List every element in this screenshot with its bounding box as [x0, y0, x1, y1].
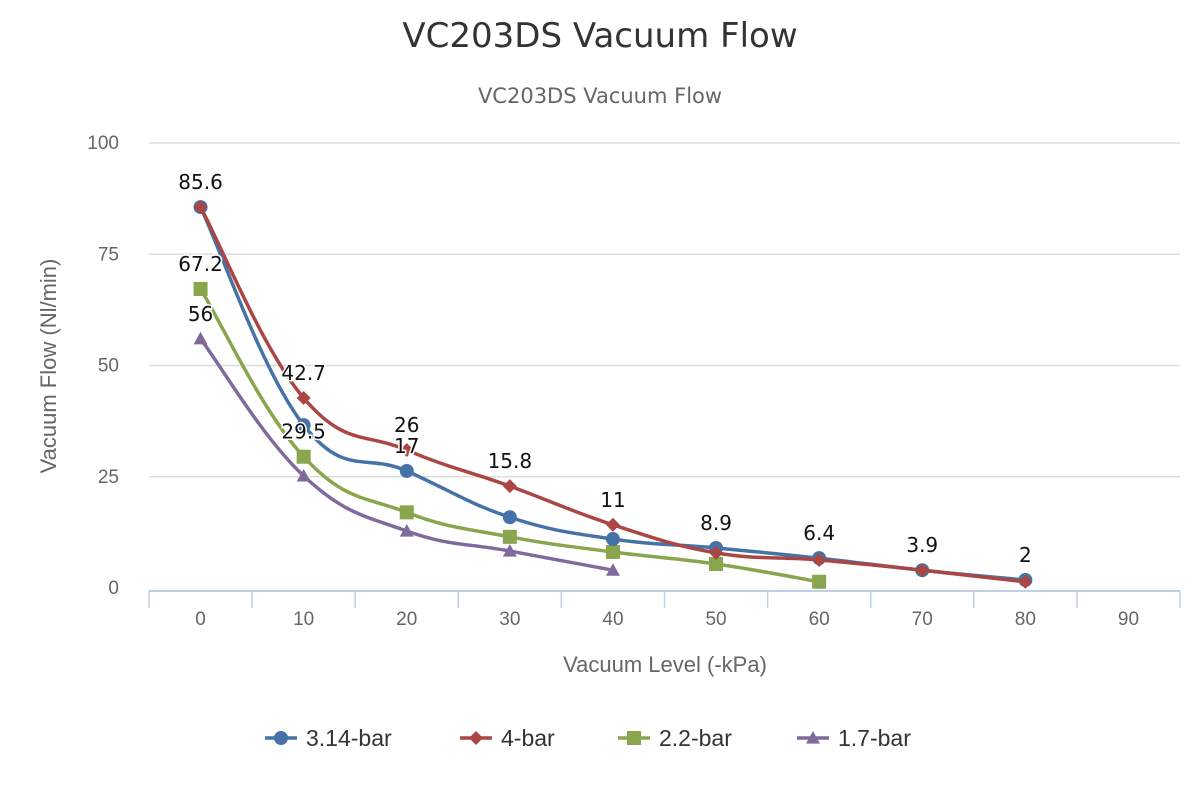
data-point — [193, 281, 208, 296]
x-tick-label: 50 — [705, 609, 726, 630]
data-point — [1018, 574, 1033, 589]
x-tick-label: 70 — [912, 609, 933, 630]
y-tick-label: 50 — [98, 356, 119, 377]
series-line — [199, 337, 614, 572]
data-point — [709, 556, 724, 571]
data-point — [296, 418, 311, 433]
gridlines — [149, 142, 1180, 478]
x-tick-label: 80 — [1015, 609, 1036, 630]
data-point — [296, 468, 311, 482]
y-tick-label: 0 — [108, 578, 119, 599]
data-point — [296, 449, 311, 464]
data-point — [502, 479, 517, 494]
data-label: 3.9 — [906, 533, 938, 557]
legend-marker — [806, 731, 820, 744]
x-tick-label: 40 — [602, 609, 623, 630]
data-label: 11 — [600, 488, 625, 512]
x-tick-label: 30 — [499, 609, 520, 630]
series-group — [193, 200, 1033, 589]
y-tick-label: 100 — [87, 133, 119, 154]
series-2.2-bar — [193, 281, 827, 589]
data-point — [605, 563, 620, 576]
data-point — [399, 443, 414, 458]
data-label: 6.4 — [803, 521, 835, 545]
data-label: 8.9 — [700, 511, 732, 535]
data-label: 67.2 — [178, 252, 223, 276]
data-label: 85.6 — [178, 170, 223, 194]
data-point — [502, 529, 517, 544]
x-tick-label: 10 — [293, 609, 314, 630]
chart-title: VC203DS Vacuum Flow — [402, 16, 797, 56]
y-tick-label: 25 — [98, 467, 119, 488]
data-label: 15.8 — [488, 449, 533, 473]
y-axis-label: Vacuum Flow (Nl/min) — [36, 259, 61, 474]
legend: 3.14-bar 4-bar 2.2-bar 1.7-bar — [265, 725, 911, 751]
data-point — [915, 563, 930, 578]
data-point — [605, 517, 620, 532]
data-point — [605, 544, 620, 559]
legend-item-2.2-bar[interactable]: 2.2-bar — [618, 725, 732, 751]
legend-label: 3.14-bar — [306, 725, 392, 751]
x-axis: 0 10 20 30 40 50 60 70 80 90 — [148, 590, 1181, 630]
series-4-bar — [193, 200, 1033, 589]
y-axis-ticks: 0 25 50 75 100 — [87, 133, 119, 599]
data-point — [502, 510, 517, 525]
data-point — [812, 574, 827, 589]
y-tick-label: 75 — [98, 244, 119, 265]
data-point — [193, 200, 208, 215]
legend-label: 4-bar — [501, 725, 555, 751]
chart-subtitle: VC203DS Vacuum Flow — [478, 84, 722, 108]
series-1.7-bar — [193, 331, 620, 576]
legend-item-1.7-bar[interactable]: 1.7-bar — [797, 725, 911, 751]
data-label: 42.7 — [281, 361, 326, 385]
data-point — [399, 524, 414, 537]
data-label: 2 — [1019, 543, 1032, 567]
data-point — [709, 545, 724, 560]
legend-item-3.14-bar[interactable]: 3.14-bar — [265, 725, 392, 751]
data-point — [399, 505, 414, 520]
legend-marker — [274, 731, 288, 745]
legend-label: 1.7-bar — [838, 725, 911, 751]
x-tick-label: 20 — [396, 609, 417, 630]
x-tick-label: 0 — [195, 609, 206, 630]
legend-marker — [469, 731, 483, 745]
legend-item-4-bar[interactable]: 4-bar — [460, 725, 555, 751]
x-tick-label: 90 — [1118, 609, 1139, 630]
x-tick-label: 60 — [809, 609, 830, 630]
data-point — [812, 552, 827, 567]
x-axis-label: Vacuum Level (-kPa) — [563, 652, 767, 677]
data-point — [605, 532, 620, 547]
data-point — [193, 331, 208, 345]
data-label: 56 — [188, 302, 213, 326]
data-label: 17 — [394, 434, 419, 458]
legend-label: 2.2-bar — [659, 725, 732, 751]
data-point — [399, 463, 414, 478]
data-label: 26 — [394, 413, 419, 437]
data-point — [296, 390, 311, 405]
data-point — [502, 544, 517, 557]
legend-marker — [627, 731, 641, 745]
data-label: 29.5 — [281, 420, 326, 444]
